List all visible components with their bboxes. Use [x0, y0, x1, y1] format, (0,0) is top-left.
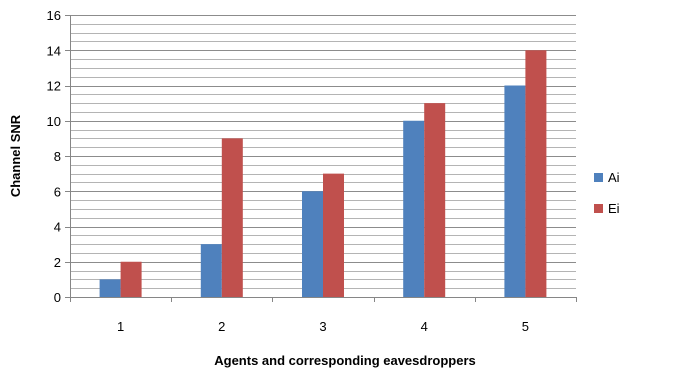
y-tick-label: 16: [47, 8, 61, 23]
bar-ei-2: [221, 138, 243, 297]
y-tick-label: 10: [47, 114, 61, 129]
y-tick-labels: 0 2 4 6 8 10 12 14 16: [47, 8, 70, 305]
x-tick-label: 1: [117, 319, 124, 334]
bar-ai-5: [504, 85, 526, 297]
x-tick-labels: 1 2 3 4 5: [117, 319, 529, 334]
y-tick-label: 0: [54, 290, 61, 305]
bars: [99, 50, 547, 297]
x-tick-label: 5: [522, 319, 529, 334]
y-tick-label: 8: [54, 149, 61, 164]
legend-swatch-ai: [594, 173, 603, 182]
y-tick-label: 14: [47, 43, 61, 58]
x-tick-label: 3: [319, 319, 326, 334]
bar-ai-4: [403, 120, 425, 297]
bar-ei-1: [120, 261, 142, 297]
y-tick-label: 6: [54, 184, 61, 199]
axes: [70, 15, 577, 302]
y-tick-label: 2: [54, 255, 61, 270]
y-axis-title: Channel SNR: [8, 114, 23, 197]
bar-ei-3: [323, 173, 344, 297]
x-tick-label: 4: [421, 319, 428, 334]
x-axis-title: Agents and corresponding eavesdroppers: [214, 353, 476, 368]
legend-label-ei: Ei: [608, 201, 620, 216]
x-tick-label: 2: [218, 319, 225, 334]
bar-ai-2: [200, 244, 222, 297]
bar-ai-3: [302, 191, 323, 297]
bar-ai-1: [99, 279, 121, 297]
legend: Ai Ei: [594, 170, 620, 216]
y-tick-label: 4: [54, 220, 61, 235]
legend-label-ai: Ai: [608, 170, 620, 185]
legend-swatch-ei: [594, 204, 603, 213]
bar-ei-4: [424, 103, 446, 297]
bar-ei-5: [525, 50, 547, 297]
y-tick-label: 12: [47, 79, 61, 94]
